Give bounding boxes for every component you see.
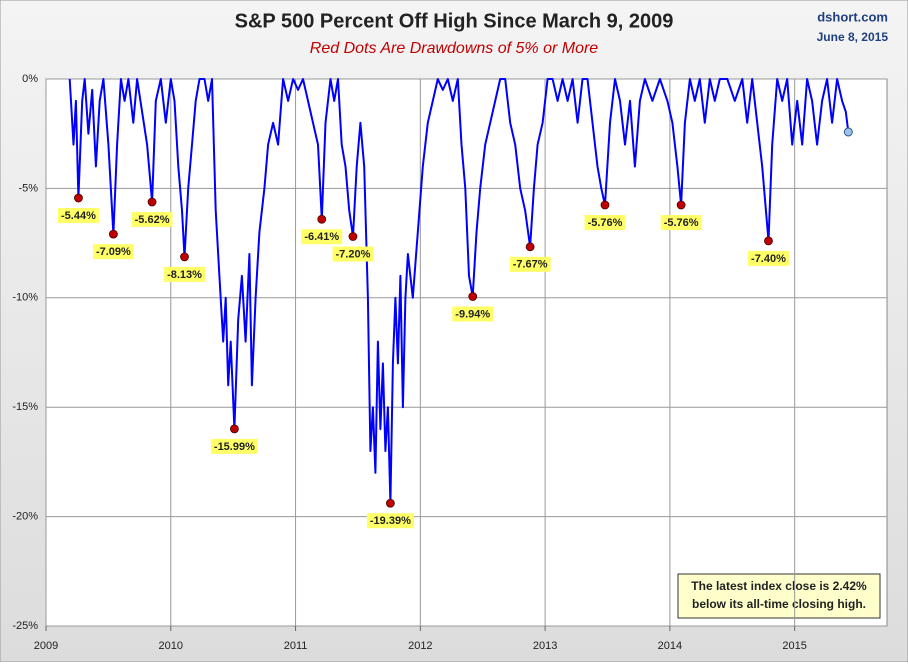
plot-area — [45, 78, 888, 627]
label-background — [509, 256, 551, 272]
chart-subtitle: Red Dots Are Drawdowns of 5% or More — [310, 40, 599, 57]
drawdown-dot — [600, 200, 610, 210]
data-label: -19.39% — [370, 515, 411, 527]
x-tick-label: 2014 — [658, 640, 682, 652]
drawdown-dot — [74, 193, 83, 203]
data-label: -5.76% — [664, 217, 699, 229]
drawdown-dot — [525, 242, 535, 252]
label-background — [748, 250, 789, 266]
drawdown-dot — [230, 424, 239, 434]
data-label: -9.94% — [455, 308, 490, 320]
x-tick-label: 2013 — [533, 640, 557, 652]
annotation: below its all-time closing high. — [692, 597, 866, 611]
data-label: -5.62% — [135, 214, 170, 226]
data-label: -6.41% — [304, 231, 339, 243]
drawdown-dot — [764, 236, 773, 246]
label-background — [131, 211, 173, 227]
drawdown-dot — [108, 229, 118, 239]
label-background — [332, 246, 374, 262]
y-tick-label: -5% — [18, 182, 38, 194]
x-tick-label: 2011 — [284, 640, 308, 652]
x-tick-label: 2012 — [408, 640, 432, 652]
y-tick-label: -20% — [12, 511, 38, 523]
drawdown-dot — [180, 252, 189, 262]
label-background — [584, 215, 626, 231]
label-background — [660, 215, 702, 231]
label-background — [58, 208, 99, 224]
label-background — [301, 229, 343, 245]
drawdown-dot — [676, 200, 686, 210]
x-tick-label: 2009 — [34, 640, 58, 652]
date: June 8, 2015 — [817, 30, 889, 44]
y-tick-label: -15% — [12, 401, 38, 413]
label-background — [366, 513, 414, 529]
data-label: -5.44% — [61, 210, 96, 222]
data-label: -5.76% — [588, 217, 623, 229]
label-background — [164, 266, 205, 282]
annotation-box — [677, 573, 881, 619]
x-tick-label: 2010 — [159, 640, 183, 652]
drawdown-dot — [348, 232, 358, 241]
data-label: -7.67% — [513, 259, 548, 271]
data-label: -8.13% — [167, 269, 202, 281]
data-label: -7.40% — [751, 253, 786, 265]
drawdown-dot — [147, 197, 157, 207]
data-label: -7.20% — [336, 248, 371, 260]
label-background — [210, 438, 258, 454]
source: dshort.com — [817, 9, 888, 24]
label-background — [92, 244, 134, 260]
line — [68, 78, 850, 505]
latest-dot — [843, 127, 853, 137]
y-tick-label: -10% — [12, 292, 38, 304]
drawdown-dot — [468, 292, 478, 301]
data-label: -7.09% — [96, 246, 131, 258]
chart-title: S&P 500 Percent Off High Since March 9, … — [235, 10, 674, 32]
label-background — [452, 306, 494, 322]
drawdown-dot — [317, 214, 327, 224]
x-tick-label: 2015 — [782, 640, 806, 652]
annotation: The latest index close is 2.42% — [691, 579, 867, 593]
y-tick-label: -25% — [12, 620, 38, 632]
data-label: -15.99% — [214, 441, 255, 453]
drawdown-dot — [385, 498, 395, 508]
y-tick-label: 0% — [22, 73, 38, 85]
